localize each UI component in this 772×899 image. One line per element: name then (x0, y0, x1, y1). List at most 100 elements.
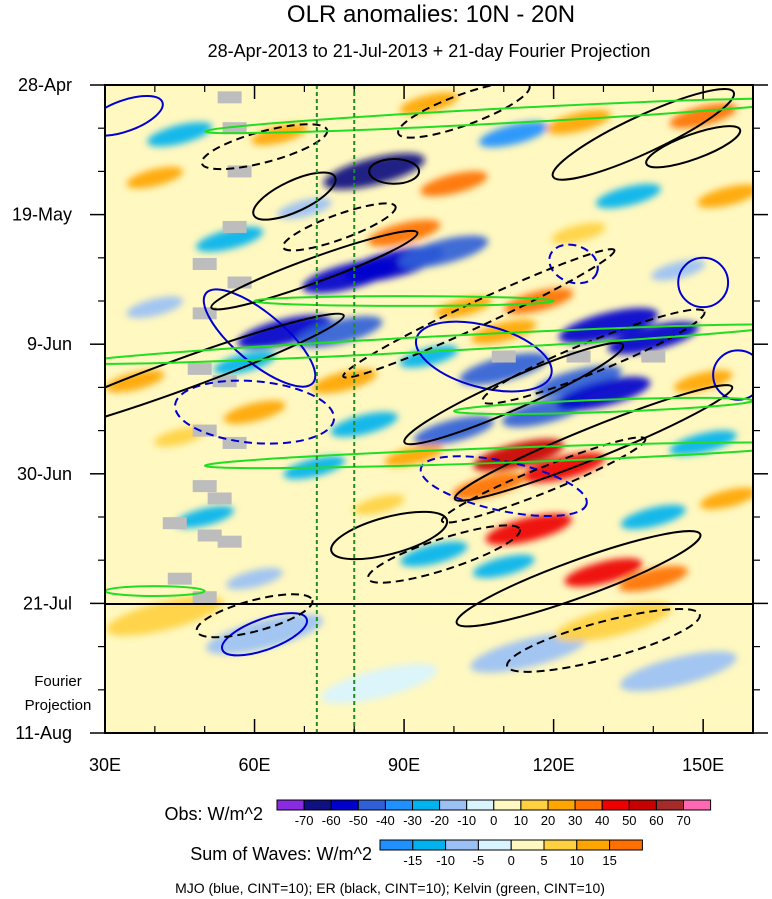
waves-legend-label: Sum of Waves: W/m^2 (190, 844, 372, 864)
anomaly-proj-57 (470, 632, 588, 673)
anomaly-obs-48 (399, 92, 459, 115)
anomaly-obs-22 (175, 505, 234, 529)
obs-swatch-1 (303, 799, 332, 811)
anomaly-obs-13 (330, 411, 398, 437)
obs-legend-label: Obs: W/m^2 (165, 804, 263, 824)
obs-level-12: 50 (622, 813, 636, 828)
obs-level-8: 10 (514, 813, 528, 828)
missing-cell-18 (491, 350, 516, 363)
wave-contours (105, 85, 753, 673)
missing-cell-6 (192, 307, 217, 320)
missing-cell-13 (162, 517, 187, 530)
obs-swatch-4 (384, 799, 413, 811)
anomaly-obs-24 (472, 554, 535, 579)
waves-swatch-2 (445, 839, 479, 851)
anomaly-obs-46 (251, 123, 308, 146)
missing-cell-0 (217, 91, 242, 104)
waves-swatch-0 (379, 839, 414, 851)
waves-level-4: 5 (540, 853, 547, 868)
footer-note: MJO (blue, CINT=10); ER (black, CINT=10)… (175, 880, 605, 896)
er-contour-12 (368, 158, 421, 185)
anomaly-obs-30 (485, 513, 572, 546)
anomaly-proj-56 (206, 614, 323, 655)
anomaly-obs-33 (452, 472, 526, 500)
anomaly-obs-21 (620, 504, 686, 530)
anomaly-obs-9 (459, 352, 549, 385)
obs-swatch-2 (330, 799, 359, 811)
obs-swatch-10 (547, 799, 576, 811)
obs-swatch-12 (601, 799, 630, 811)
obs-level-13: 60 (649, 813, 663, 828)
anomaly-obs-2 (302, 259, 397, 294)
waves-level-5: 10 (570, 853, 584, 868)
waves-swatch-3 (477, 839, 512, 851)
missing-cell-15 (217, 535, 242, 548)
obs-level-6: -10 (457, 813, 476, 828)
y-tick-label-2: 9-Jun (27, 334, 72, 354)
projection-label-line2: Projection (25, 697, 92, 714)
y-tick-label-4: 21-Jul (23, 593, 72, 613)
obs-swatch-9 (520, 799, 549, 811)
mjo-contour-4 (677, 256, 730, 309)
anomaly-obs-27 (226, 567, 283, 590)
anomaly-proj-63 (669, 682, 753, 723)
missing-cell-10 (222, 436, 247, 449)
mjo-contour-1 (202, 288, 317, 388)
anomaly-obs-44 (126, 166, 184, 189)
er-contour-19 (200, 123, 329, 171)
x-tick-label-0: 30E (89, 755, 121, 775)
mjo-contour-5 (221, 612, 308, 657)
er-contour-18 (455, 530, 702, 628)
obs-level-11: 40 (595, 813, 609, 828)
missing-cell-11 (192, 480, 217, 493)
anomaly-obs-34 (367, 219, 441, 247)
waves-swatch-6 (576, 839, 611, 851)
reference-longitude-lines (315, 85, 356, 733)
mjo-contour-3 (712, 349, 753, 401)
x-tick-label-2: 90E (388, 755, 420, 775)
er-contour-27 (506, 608, 701, 673)
obs-swatch-13 (628, 799, 657, 811)
y-tick-label-0: 28-Apr (18, 75, 72, 95)
er-contour-16 (453, 384, 734, 502)
kelvin-contour-32 (253, 295, 555, 307)
anomaly-obs-40 (697, 184, 753, 208)
obs-level-5: -20 (430, 813, 449, 828)
anomaly-proj-58 (619, 651, 737, 692)
waves-level-3: 0 (508, 853, 515, 868)
anomaly-proj-59 (320, 663, 438, 704)
x-tick-label-4: 150E (682, 755, 724, 775)
anomaly-obs-43 (223, 400, 286, 424)
anomaly-obs-50 (353, 494, 405, 515)
anomaly-obs-15 (147, 122, 213, 147)
anomaly-obs-0 (323, 153, 425, 190)
chart-subtitle: 28-Apr-2013 to 21-Jul-2013 + 21-day Four… (208, 41, 651, 61)
obs-swatch-8 (493, 799, 522, 811)
missing-cell-20 (641, 350, 666, 363)
waves-level-1: -10 (436, 853, 455, 868)
waves-swatch-5 (543, 839, 578, 851)
anomaly-obs-52 (154, 426, 206, 447)
waves-swatch-1 (412, 839, 447, 851)
anomaly-obs-4 (237, 314, 332, 349)
anomaly-obs-41 (311, 369, 377, 394)
kelvin-contour-28 (204, 97, 753, 135)
anomaly-obs-38 (546, 109, 612, 135)
kelvin-contour-29 (105, 323, 753, 365)
er-contour-10 (210, 229, 419, 311)
obs-level-9: 20 (541, 813, 555, 828)
obs-level-4: -30 (403, 813, 422, 828)
missing-cell-12 (207, 492, 232, 505)
anomaly-obs-53 (551, 222, 606, 244)
mjo-contour-6 (174, 379, 336, 445)
waves-swatch-7 (609, 839, 643, 851)
waves-level-6: 15 (602, 853, 616, 868)
anomaly-obs-31 (564, 558, 643, 587)
anomaly-obs-20 (400, 541, 468, 567)
er-contour-13 (551, 88, 736, 181)
mjo-contour-0 (105, 94, 164, 137)
obs-level-7: 0 (490, 813, 497, 828)
kelvin-contour-30 (203, 441, 753, 470)
mjo-contour-2 (414, 320, 553, 393)
er-contour-22 (342, 248, 616, 379)
